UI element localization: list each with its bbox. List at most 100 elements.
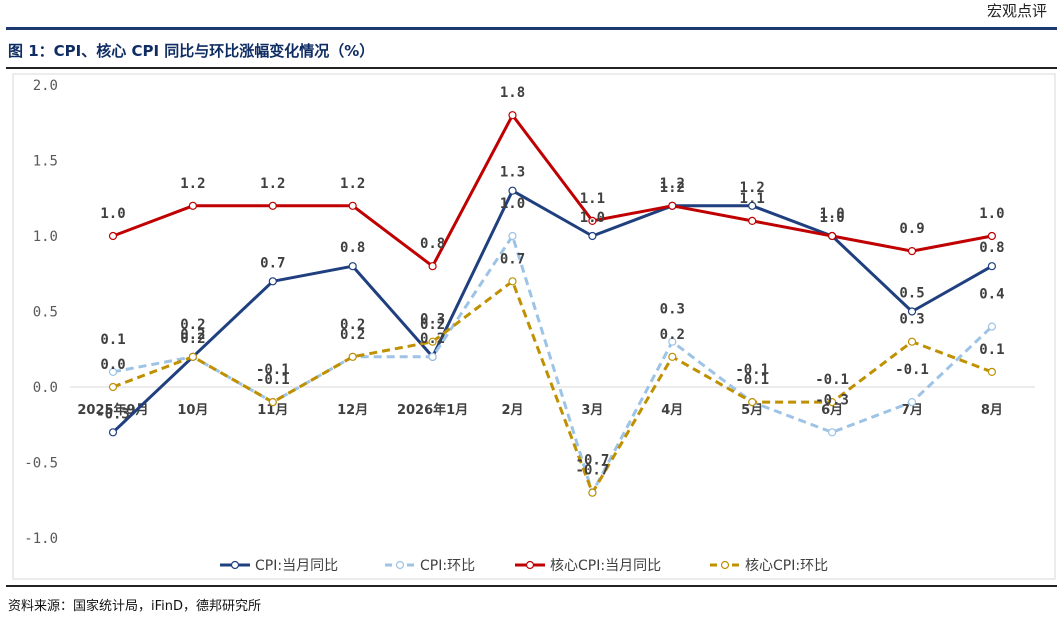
legend-label: CPI:当月同比: [255, 558, 338, 574]
x-tick-label: 3月: [581, 403, 603, 418]
data-point: [268, 398, 277, 407]
data-label: 0.7: [500, 251, 525, 267]
data-label: -0.1: [815, 372, 849, 388]
source-note: 资料来源：国家统计局，iFinD，德邦研究所: [8, 599, 262, 614]
data-point: [588, 216, 597, 225]
data-label: -0.7: [576, 463, 610, 479]
legend-label: 核心CPI:环比: [745, 558, 828, 574]
legend-marker: [525, 560, 535, 570]
y-tick-label: -0.5: [24, 456, 58, 472]
legend-marker: [720, 560, 730, 570]
data-point: [108, 428, 118, 437]
data-point: [108, 231, 118, 241]
data-label: 1.0: [100, 206, 125, 222]
data-point: [108, 367, 118, 376]
data-point: [108, 382, 118, 392]
data-label: -0.3: [815, 392, 849, 408]
data-point: [987, 367, 997, 376]
data-label: 0.3: [660, 302, 685, 318]
data-point: [508, 186, 517, 195]
data-label: 1.1: [740, 191, 765, 207]
data-label: -0.1: [256, 372, 290, 388]
data-label: 0.2: [340, 317, 365, 333]
data-label: 0.7: [260, 255, 285, 271]
data-point: [907, 398, 917, 407]
data-label: 1.0: [500, 196, 525, 212]
data-label: 0.8: [979, 240, 1004, 256]
y-tick-label: 1.0: [33, 229, 58, 245]
series-line-2: [112, 113, 993, 268]
y-tick-label: 1.5: [33, 154, 58, 170]
x-tick-label: 5月: [741, 403, 763, 418]
data-point: [588, 488, 597, 497]
data-point: [188, 352, 197, 361]
data-label: 1.0: [819, 206, 844, 222]
data-label: 1.2: [660, 176, 685, 192]
data-label: -0.3: [96, 406, 130, 422]
data-label: 0.3: [899, 312, 924, 328]
data-label: 0.2: [420, 331, 445, 347]
data-point: [987, 262, 997, 271]
legend-label: 核心CPI:当月同比: [550, 558, 661, 574]
data-label: -0.1: [735, 362, 769, 378]
data-label: 1.0: [819, 210, 844, 226]
x-tick-label: 7月: [901, 403, 923, 418]
data-point: [827, 231, 837, 241]
series-line-3: [112, 279, 993, 495]
x-tick-label: 2026年1月: [397, 402, 468, 418]
data-point: [508, 231, 517, 241]
data-label: 1.2: [180, 176, 205, 192]
x-tick-label: 12月: [337, 403, 368, 418]
x-tick-label: 8月: [981, 403, 1003, 418]
data-point: [668, 352, 677, 361]
data-point: [428, 262, 437, 271]
header-rule: [6, 27, 1057, 30]
data-point: [348, 352, 357, 361]
data-label: 1.8: [500, 85, 525, 101]
series-line-1: [112, 234, 993, 495]
data-label: -0.1: [256, 362, 290, 378]
x-tick-label: 4月: [661, 403, 683, 418]
data-label: -0.7: [576, 453, 610, 469]
figure-title: 图 1：CPI、核心 CPI 同比与环比涨幅变化情况（%）: [8, 42, 375, 60]
data-label: 0.8: [420, 236, 445, 252]
data-label: 0.2: [180, 331, 205, 347]
data-point: [268, 277, 277, 286]
data-point: [827, 428, 837, 437]
data-label: 1.2: [660, 180, 685, 196]
data-point: [907, 307, 917, 316]
plot-frame: [12, 73, 1056, 580]
data-point: [268, 201, 277, 210]
x-tick-label: 10月: [177, 403, 208, 418]
data-label: 0.9: [899, 221, 924, 237]
y-tick-label: 0.5: [33, 305, 58, 321]
data-point: [508, 277, 517, 286]
data-point: [508, 111, 517, 120]
x-tick-label: 11月: [257, 403, 288, 418]
data-label: 1.3: [500, 165, 525, 181]
data-point: [348, 262, 357, 271]
data-point: [348, 201, 357, 210]
data-label: 1.2: [740, 180, 765, 196]
brand-label: 宏观点评: [986, 2, 1047, 20]
data-label: 0.2: [340, 327, 365, 343]
data-label: 0.1: [979, 342, 1004, 358]
data-label: 0.2: [180, 317, 205, 333]
x-tick-label: 2月: [501, 403, 523, 418]
title-rule: [6, 67, 1057, 69]
data-label: 0.4: [979, 287, 1004, 303]
data-point: [987, 231, 997, 241]
data-point: [668, 337, 677, 346]
x-tick-label: 6月: [821, 403, 843, 418]
data-label: 0.2: [420, 317, 445, 333]
data-point: [748, 398, 757, 407]
data-label: 1.2: [340, 176, 365, 192]
legend-marker: [395, 560, 405, 570]
data-point: [827, 398, 837, 407]
data-label: 0.2: [180, 327, 205, 343]
data-label: 1.0: [979, 206, 1004, 222]
series-line-0: [111, 189, 993, 434]
data-point: [668, 201, 677, 210]
y-tick-label: 0.0: [33, 380, 58, 396]
